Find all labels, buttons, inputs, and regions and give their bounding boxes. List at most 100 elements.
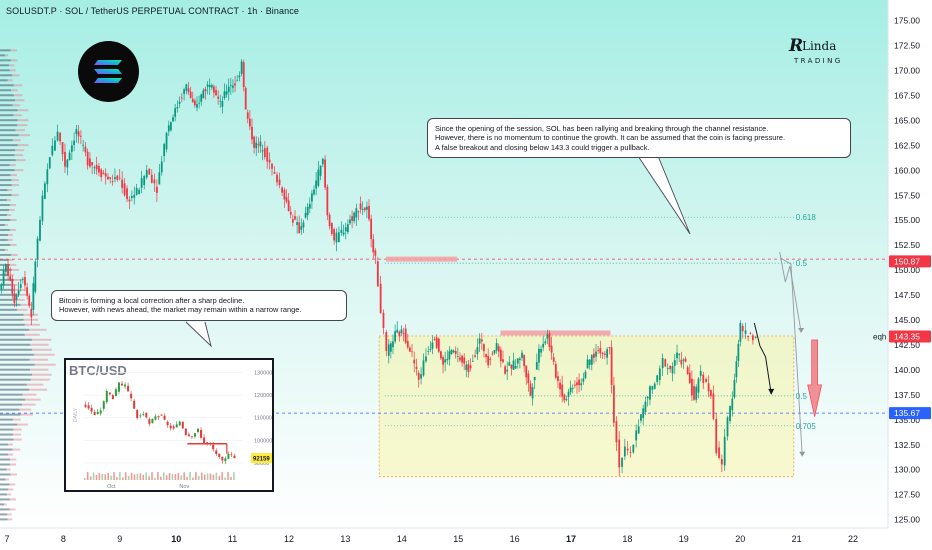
volume-bar-down xyxy=(6,199,11,202)
volume-bar-up xyxy=(0,308,18,311)
candle-body xyxy=(41,195,44,221)
candle-body xyxy=(635,430,638,441)
projection-path xyxy=(753,322,772,394)
inset-candle-body xyxy=(166,421,169,426)
solana-logo-icon xyxy=(94,60,122,83)
candle-body xyxy=(552,357,555,362)
candle-body xyxy=(313,189,315,195)
candle-body xyxy=(15,294,18,300)
callout-btc[interactable]: Bitcoin is forming a local correction af… xyxy=(51,290,347,321)
volume-bar-up xyxy=(0,74,13,77)
candle-body xyxy=(435,337,438,348)
candle-body xyxy=(340,229,343,233)
candle-body xyxy=(9,276,12,281)
price-tick-15: 137.50 xyxy=(894,390,920,400)
volume-bar-up xyxy=(0,79,8,82)
inset-candle-body xyxy=(172,426,175,429)
candle-body xyxy=(342,232,345,235)
inset-volume-bar xyxy=(98,473,101,480)
volume-bar-up xyxy=(0,99,16,102)
inset-candle-body xyxy=(102,401,105,409)
chart-title[interactable]: SOLUSDT.P · SOL / TetherUS PERPETUAL CON… xyxy=(6,6,299,16)
volume-bar-down xyxy=(19,408,32,411)
candle-body xyxy=(446,359,449,361)
candle-body xyxy=(204,88,207,92)
candle-body xyxy=(255,142,258,149)
inset-candle-body xyxy=(227,453,230,459)
volume-bar-up xyxy=(0,199,7,202)
candle-body xyxy=(744,330,747,334)
candle-body xyxy=(30,308,33,318)
candle-body xyxy=(597,350,600,351)
candle-body xyxy=(649,386,651,400)
candle-body xyxy=(433,339,436,340)
volume-bar-up xyxy=(0,219,11,221)
candle-body xyxy=(153,179,156,184)
inset-volume-bar xyxy=(180,475,183,480)
candle-body xyxy=(287,200,290,211)
candle-body xyxy=(349,219,351,224)
volume-bar-up xyxy=(0,288,16,291)
candle-body xyxy=(565,399,568,400)
volume-bar-up xyxy=(0,94,14,97)
price-tick-18: 130.00 xyxy=(894,465,920,475)
candle-body xyxy=(138,189,141,195)
volume-bar-up xyxy=(0,318,24,321)
volume-bar-down xyxy=(7,79,13,82)
candle-body xyxy=(376,261,379,287)
candle-body xyxy=(302,222,305,228)
price-tick-3: 167.50 xyxy=(894,90,920,100)
candle-body xyxy=(601,352,604,354)
volume-bar-up xyxy=(0,348,33,351)
candle-body xyxy=(73,140,76,145)
volume-bar-up xyxy=(0,493,7,496)
inset-volume-bar xyxy=(174,474,177,480)
candle-body xyxy=(19,284,22,288)
candle-body xyxy=(720,459,723,465)
candle-body xyxy=(469,365,472,369)
candle-body xyxy=(544,341,547,344)
inset-candle-body xyxy=(145,412,148,418)
volume-bar-down xyxy=(15,288,25,291)
candle-body xyxy=(548,333,551,348)
volume-bar-up xyxy=(0,59,11,62)
candle-body xyxy=(368,205,370,220)
inset-volume-bar xyxy=(151,472,153,480)
volume-bar-down xyxy=(15,149,25,152)
fib-label-1: 0.5 xyxy=(796,259,808,268)
volume-bar-down xyxy=(12,448,21,451)
inset-candle-body xyxy=(133,400,136,409)
candle-body xyxy=(183,89,185,94)
volume-bar-up xyxy=(0,114,14,117)
inset-candle-body xyxy=(127,385,130,392)
candle-body xyxy=(189,91,192,99)
candle-body xyxy=(56,131,59,141)
volume-bar-down xyxy=(10,219,17,221)
candle-body xyxy=(682,359,685,361)
projection-arrow-head xyxy=(768,388,775,395)
volume-bar-down xyxy=(14,169,24,172)
candle-body xyxy=(351,216,353,221)
callout-sol[interactable]: Since the opening of the session, SOL ha… xyxy=(427,118,851,159)
candle-body xyxy=(135,187,138,195)
candle-body xyxy=(586,359,589,369)
price-label-0: 150.87 xyxy=(894,256,920,266)
inset-volume-bar xyxy=(127,475,130,480)
candle-body xyxy=(121,179,124,188)
candle-body xyxy=(217,96,220,99)
inset-volume-bar xyxy=(116,477,118,480)
price-label-bg-2 xyxy=(889,407,931,420)
volume-bar-down xyxy=(31,338,52,341)
volume-bar-up xyxy=(0,433,14,436)
volume-bar-down xyxy=(12,74,20,77)
candle-body xyxy=(389,343,392,352)
inset-candle-body xyxy=(142,414,145,415)
candle-body xyxy=(330,222,333,234)
volume-bar-down xyxy=(12,418,21,421)
inset-candle-body xyxy=(105,390,108,403)
volume-bar-up xyxy=(0,293,17,296)
candle-body xyxy=(68,152,71,161)
candle-body xyxy=(493,349,496,354)
candle-body xyxy=(723,436,726,466)
volume-bar-down xyxy=(10,263,17,266)
